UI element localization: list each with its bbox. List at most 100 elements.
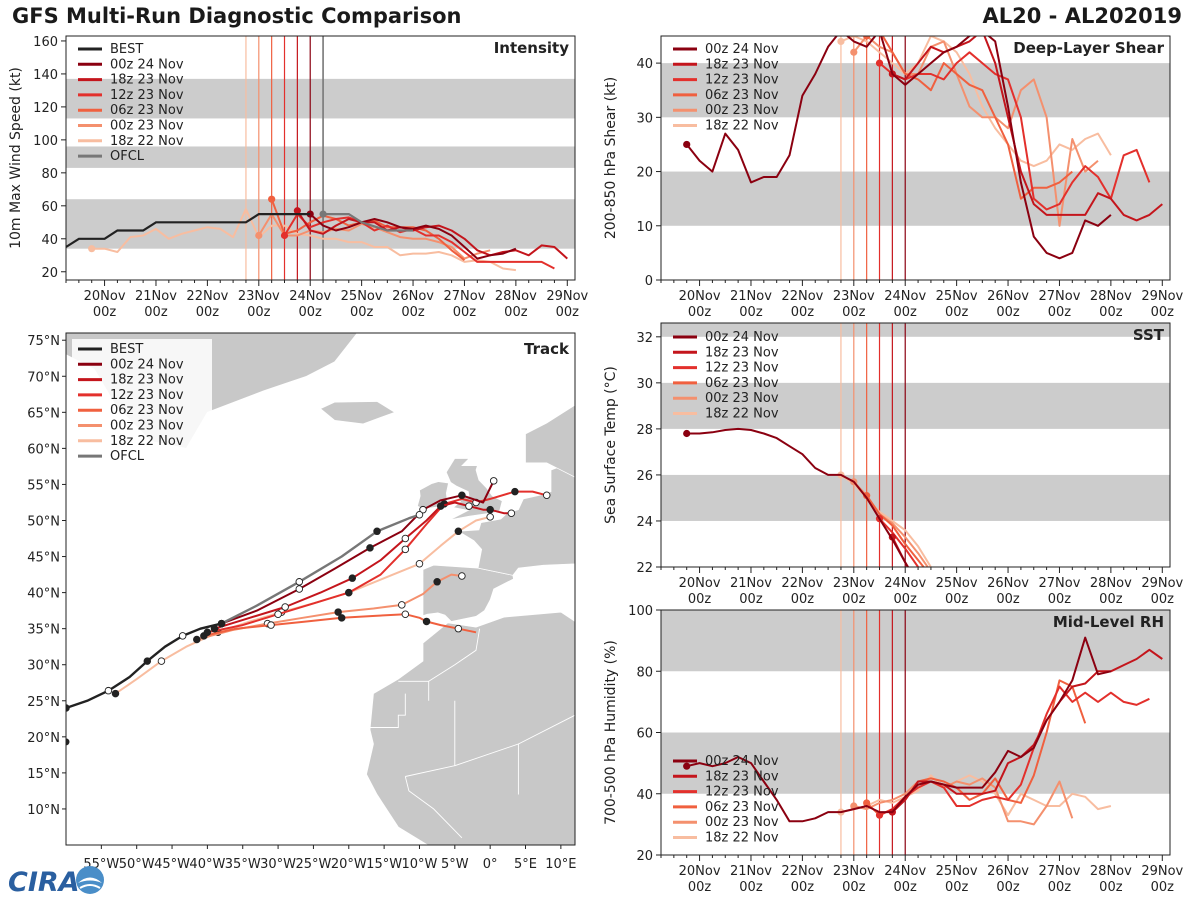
sst-xtick-label: 26Nov [987,576,1029,591]
sst-title: SST [1133,326,1165,344]
sst-series-3-start-dot [863,492,871,500]
sst-xtick-label: 20Nov [679,576,721,591]
rh-xtick-label: 25Nov [936,864,978,879]
track-series-4-marker [398,601,406,609]
country-border-5 [454,743,519,795]
land-iceland [319,401,396,425]
track-lon-label: 5°W [441,857,469,872]
track-series-0-marker [366,544,374,552]
country-border-1 [370,693,406,728]
track-series-1-marker [348,574,357,582]
sst-xtick-label: 00z [894,592,918,607]
shear-xtick-label: 25Nov [936,289,978,304]
intensity-xtick-label: 00z [196,305,220,320]
sst-frame [660,322,1171,568]
rh-xtick-label: 23Nov [833,864,875,879]
sst-ytick-label: 24 [636,515,653,530]
track-best-marker [104,686,113,695]
intensity-frame [65,35,576,281]
track-series-2-marker [274,610,282,618]
sst-ytick-label: 22 [636,561,653,576]
rh-xtick-label: 00z [1151,880,1175,895]
rh-xtick-label: 28Nov [1090,864,1132,879]
intensity-xtick-label: 28Nov [495,289,537,304]
track-lat-label: 35°N [27,623,60,638]
track-series-0 [221,480,495,625]
intensity-series-3-start-dot [268,195,276,203]
shear-series-3 [866,36,1073,200]
intensity-legend-label: 12z 23 Nov [110,88,184,103]
intensity-legend-label: 18z 22 Nov [110,134,184,149]
track-legend-label: 06z 23 Nov [110,403,184,418]
sst-xtick-label: 29Nov [1141,576,1183,591]
intensity-legend-label: OFCL [110,149,145,164]
shear-ytick-label: 0 [645,274,653,289]
rh-xtick-label: 22Nov [781,864,823,879]
rh-ylabel: 700-500 hPa Humidity (%) [603,640,619,825]
rh-ytick-label: 80 [636,665,653,680]
rh-xtick-label: 00z [842,880,866,895]
sst-xtick-label: 24Nov [884,576,926,591]
intensity-series-5 [91,208,517,272]
track-lat-label: 45°N [27,551,60,566]
track-lat-label: 70°N [27,370,60,385]
intensity-xtick-label: 00z [144,305,168,320]
track-legend-label: BEST [110,342,143,357]
shear-xtick-label: 26Nov [987,289,1029,304]
track-lon-label: 35°W [225,857,261,872]
track-series-2-marker [401,545,410,554]
track-legend-label: OFCL [110,449,145,464]
intensity-xtick-label: 00z [504,305,528,320]
cira-logo-mark [76,866,104,894]
shear-title: Deep-Layer Shear [1013,39,1164,57]
track-lat-label: 20°N [27,731,60,746]
intensity-ofcl-series [323,213,413,232]
track-series-4-marker [458,572,466,580]
sst-legend-label: 00z 24 Nov [705,330,779,345]
track-series-4-marker [193,635,201,644]
track-lon-label: 40°W [189,857,225,872]
track-lat-label: 25°N [27,695,60,710]
sst-xtick-label: 25Nov [936,576,978,591]
track-series-4-marker [433,578,441,586]
sst-series-0-start-dot [683,429,691,438]
intensity-xtick-label: 25Nov [341,289,383,304]
intensity-band-2 [66,78,575,119]
track-panel: 10°N 15°N 20°N 25°N 30°N 35°N 40°N 45°N 50°N 55°N… [27,332,576,872]
track-ofcl-marker [295,578,304,586]
rh-legend-label: 18z 23 Nov [705,769,779,784]
rh-series-0 [686,636,1112,823]
track-lat-label: 10°N [27,803,60,818]
shear-series-2-start-dot [875,59,884,67]
shear-xtick-label: 27Nov [1038,289,1080,304]
intensity-xtick-label: 23Nov [238,289,280,304]
sst-series-2 [878,518,920,567]
intensity-plot-area [66,36,575,280]
land-iberia [422,564,514,622]
rh-xtick-label: 26Nov [987,864,1029,879]
track-best-marker [217,619,226,628]
sst-xtick-label: 27Nov [1038,576,1080,591]
rh-ytick-label: 40 [636,788,653,803]
track-ofcl-marker [373,527,381,536]
track-legend-label: 00z 23 Nov [110,419,184,434]
track-lat-label: 50°N [27,514,60,529]
rh-series-2-start-dot [875,811,884,819]
cira-logo-text: CIRA [8,867,80,898]
intensity-ytick-label: 140 [33,68,58,83]
intensity-series-2 [283,213,555,270]
country-border-6 [404,776,463,839]
track-series-5-marker [454,527,463,536]
intensity-xtick-label: 00z [350,305,374,320]
rh-xtick-label: 24Nov [884,864,926,879]
intensity-ytick-label: 100 [33,134,58,149]
intensity-xtick-label: 21Nov [135,289,177,304]
track-series-0-marker [295,585,304,593]
sst-legend-label: 12z 23 Nov [705,361,779,376]
track-lon-label: 50°W [119,857,155,872]
intensity-ytick-label: 160 [33,35,58,50]
intensity-xtick-label: 27Nov [443,289,485,304]
shear-frame [660,35,1171,281]
